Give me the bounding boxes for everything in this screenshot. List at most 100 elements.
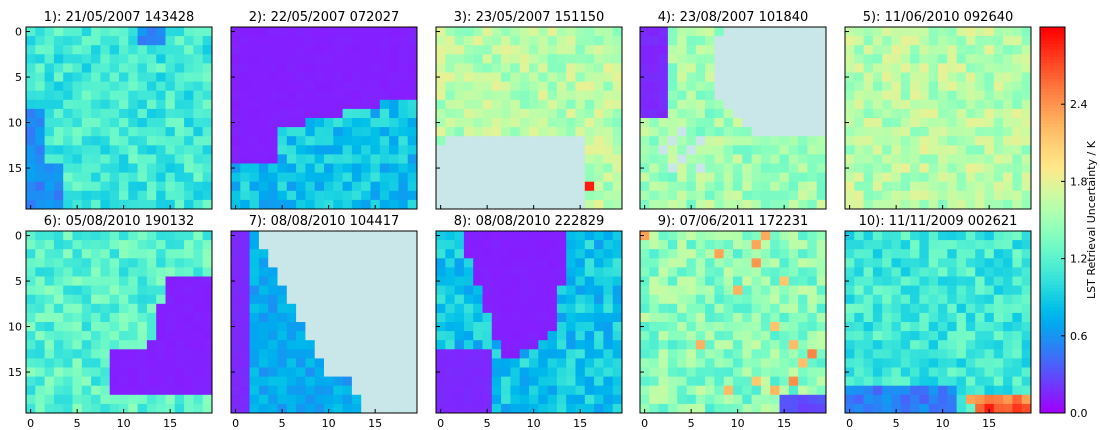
- heatmap-cell: [156, 99, 166, 110]
- heatmap-cell: [649, 81, 659, 92]
- heatmap-cell: [1003, 276, 1013, 286]
- heatmap-cell: [174, 118, 185, 128]
- heatmap-cell: [389, 340, 399, 350]
- heatmap-cell: [640, 27, 650, 37]
- heatmap-cell: [53, 376, 64, 387]
- heatmap-cell: [454, 312, 465, 323]
- heatmap-cell: [984, 322, 995, 332]
- colorbar-segment: [1040, 158, 1065, 163]
- heatmap-cell: [1003, 63, 1013, 73]
- heatmap-cell: [612, 367, 623, 377]
- heatmap-cell: [993, 81, 1004, 92]
- heatmap-cell: [342, 267, 353, 277]
- heatmap-cell: [965, 340, 976, 350]
- heatmap-cell: [798, 63, 808, 73]
- colorbar-segment: [1040, 104, 1065, 108]
- heatmap-cell: [519, 267, 530, 277]
- heatmap-cell: [351, 36, 362, 46]
- heatmap-cell: [1003, 136, 1013, 146]
- heatmap-cell: [407, 90, 418, 101]
- heatmap-cell: [202, 349, 213, 359]
- heatmap-cell: [612, 240, 623, 250]
- heatmap-cell: [547, 72, 558, 82]
- heatmap-cell: [473, 27, 483, 37]
- heatmap-cell: [640, 376, 650, 387]
- heatmap-cell: [723, 81, 734, 92]
- heatmap-cell: [891, 199, 902, 210]
- heatmap-cell: [928, 403, 939, 414]
- heatmap-cell: [807, 322, 818, 332]
- heatmap-cell: [723, 199, 734, 210]
- heatmap-cell: [146, 36, 157, 46]
- heatmap-cell: [854, 27, 864, 37]
- heatmap-cell: [128, 276, 138, 286]
- heatmap-cell: [816, 99, 827, 110]
- heatmap-cell: [165, 136, 176, 146]
- heatmap-cell: [202, 376, 213, 387]
- heatmap-cell: [510, 285, 521, 296]
- heatmap-cell: [993, 90, 1004, 101]
- heatmap-cell: [165, 181, 176, 192]
- heatmap-cell: [510, 385, 521, 396]
- heatmap-cell: [63, 63, 73, 73]
- heatmap-cell: [407, 258, 418, 268]
- heatmap-cell: [1021, 172, 1032, 183]
- heatmap-cell: [63, 81, 73, 92]
- heatmap-cell: [184, 81, 194, 92]
- heatmap-cell: [640, 249, 650, 259]
- heatmap-cell: [900, 118, 911, 128]
- heatmap-cell: [407, 190, 418, 201]
- heatmap-cell: [231, 72, 241, 82]
- heatmap-cell: [146, 322, 157, 332]
- heatmap-cell: [501, 331, 511, 341]
- heatmap-cell: [640, 331, 650, 341]
- heatmap-cell: [63, 45, 73, 55]
- heatmap-cell: [482, 249, 493, 259]
- heatmap-cell: [640, 294, 650, 305]
- heatmap-cell: [947, 81, 957, 92]
- heatmap-cell: [872, 258, 883, 268]
- heatmap-cell: [193, 154, 204, 164]
- heatmap-cell: [603, 190, 614, 201]
- heatmap-cell: [640, 45, 650, 55]
- heatmap-cell: [742, 312, 752, 323]
- heatmap-cell: [324, 367, 334, 377]
- heatmap-cell: [686, 136, 697, 146]
- heatmap-cell: [473, 294, 483, 305]
- heatmap-cell: [482, 312, 493, 323]
- heatmap-cell: [566, 54, 576, 64]
- heatmap-cell: [900, 376, 911, 387]
- heatmap-cell: [314, 81, 325, 92]
- heatmap-cell: [863, 285, 874, 296]
- heatmap-cell: [193, 136, 204, 146]
- heatmap-cell: [482, 190, 493, 201]
- heatmap-cell: [770, 190, 780, 201]
- heatmap-cell: [1003, 267, 1013, 277]
- heatmap-cell: [463, 340, 474, 350]
- heatmap-cell: [538, 163, 548, 173]
- heatmap-cell: [240, 190, 250, 201]
- heatmap-cell: [529, 403, 539, 414]
- heatmap-cell: [891, 163, 902, 173]
- heatmap-cell: [845, 81, 855, 92]
- heatmap-cell: [184, 267, 194, 277]
- heatmap-cell: [788, 267, 799, 277]
- heatmap-cell: [919, 331, 930, 341]
- heatmap-cell: [26, 90, 36, 101]
- heatmap-cell: [910, 154, 920, 164]
- heatmap-cell: [1021, 267, 1032, 277]
- heatmap-cell: [900, 181, 911, 192]
- heatmap-cell: [603, 81, 614, 92]
- heatmap-cell: [473, 340, 483, 350]
- heatmap-cell: [705, 276, 715, 286]
- heatmap-cell: [677, 267, 687, 277]
- heatmap-cell: [119, 358, 129, 368]
- heatmap-cell: [751, 72, 762, 82]
- heatmap-cell: [566, 285, 576, 296]
- heatmap-cell: [770, 145, 780, 155]
- colorbar-segment: [1040, 371, 1065, 375]
- heatmap-cell: [463, 312, 474, 323]
- heatmap-cell: [72, 340, 83, 350]
- heatmap-cell: [165, 172, 176, 183]
- heatmap-cell: [119, 45, 129, 55]
